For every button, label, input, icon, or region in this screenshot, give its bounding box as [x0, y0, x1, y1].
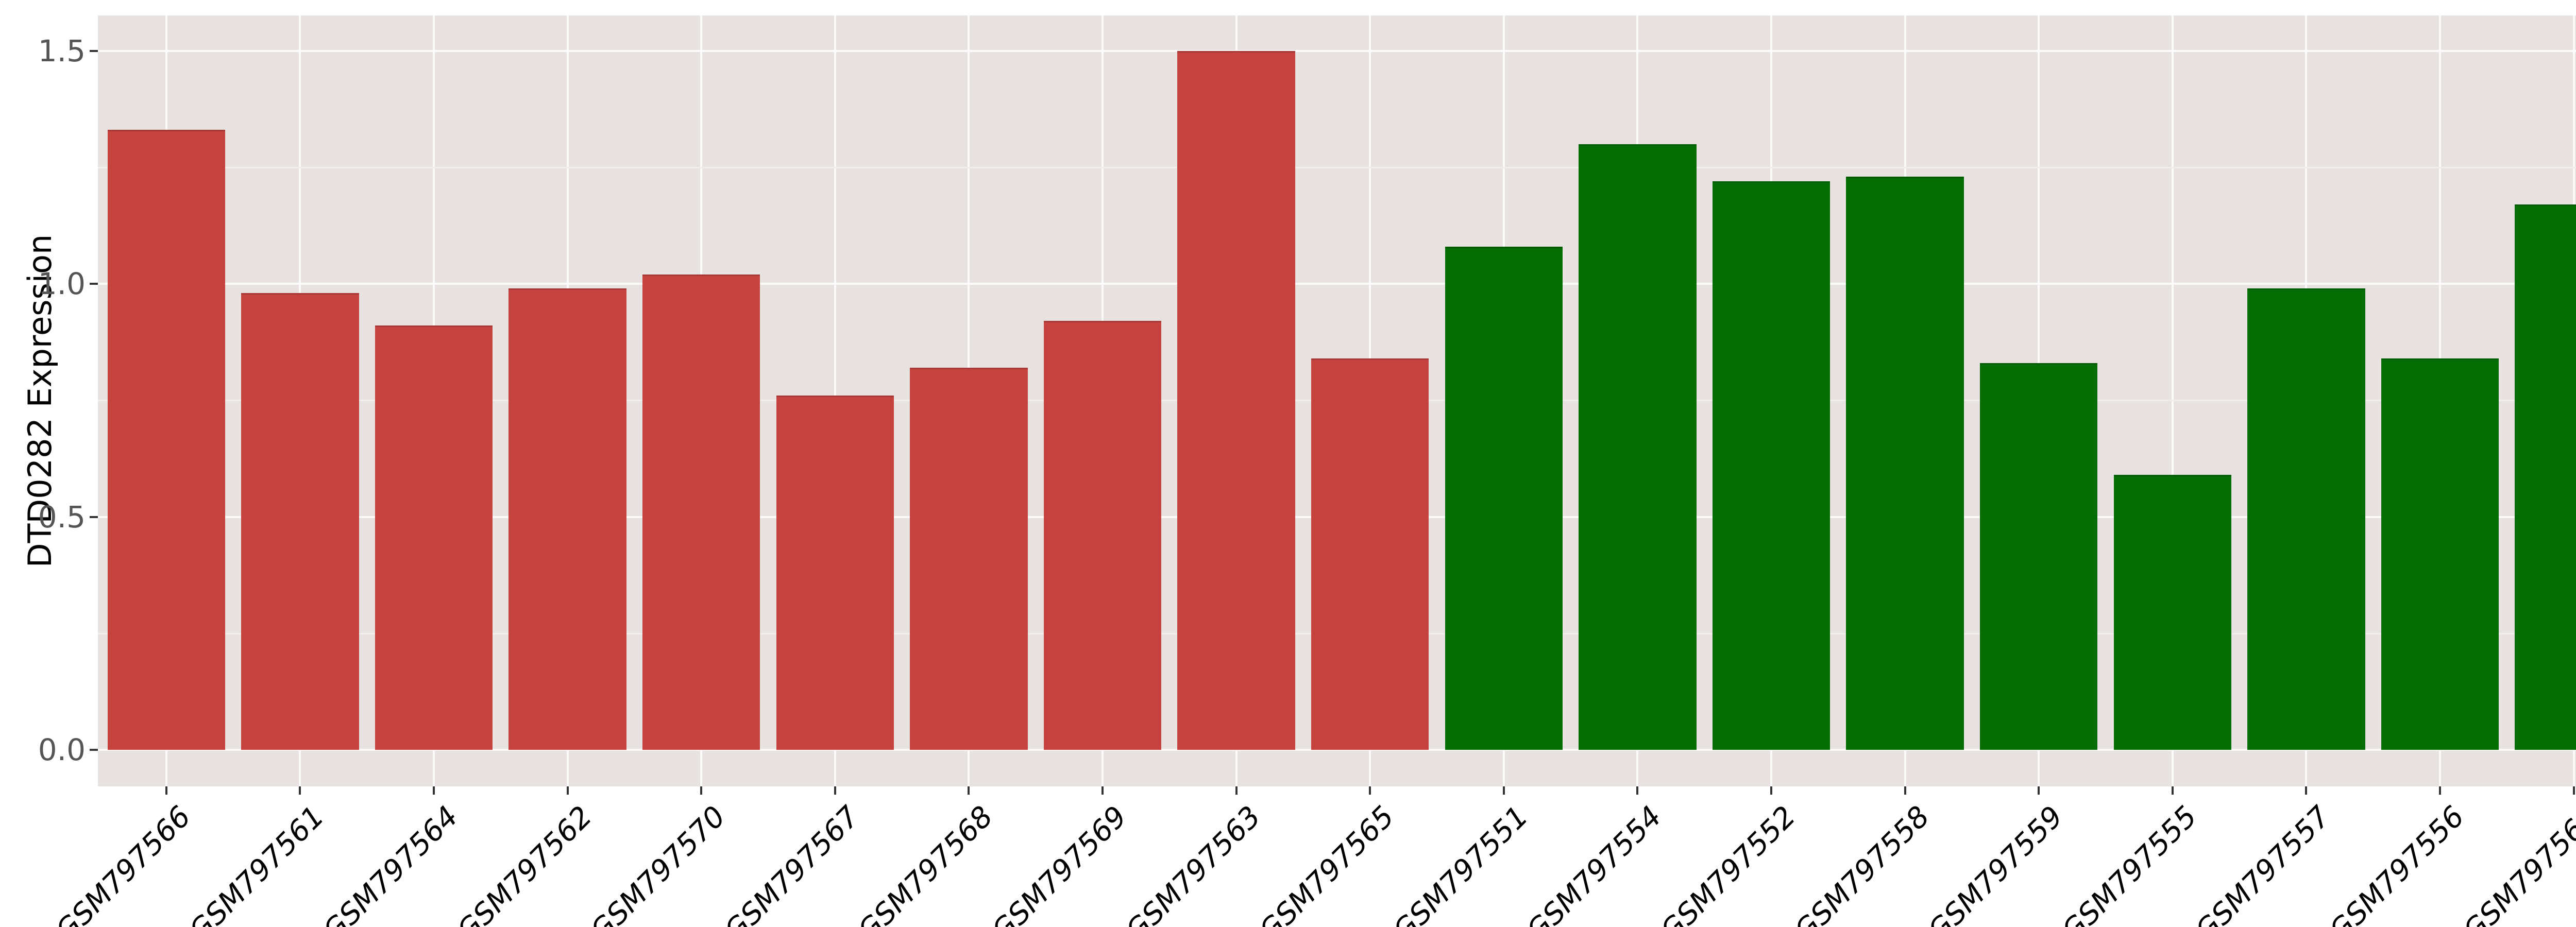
gridline-major — [98, 749, 2576, 751]
bar-GSM797562 — [509, 288, 626, 750]
x-tick-label: GSM797565 — [1253, 800, 1401, 927]
x-tick-label: GSM797552 — [1654, 800, 1802, 927]
y-tick-label: 1.0 — [38, 266, 86, 301]
y-tick-label: 1.5 — [38, 33, 86, 68]
x-tick-label: GSM797562 — [450, 800, 599, 927]
bar-GSM797569 — [1043, 321, 1162, 750]
x-tick-mark — [2305, 786, 2308, 795]
x-tick-mark — [2038, 786, 2040, 795]
x-tick-label: GSM797561 — [183, 800, 331, 927]
bar-GSM797567 — [776, 396, 894, 750]
x-tick-label: GSM797554 — [1520, 800, 1669, 927]
y-tick-mark — [90, 749, 98, 751]
bar-GSM797555 — [2113, 475, 2231, 750]
bar-GSM797563 — [1177, 50, 1295, 750]
bar-GSM797566 — [107, 130, 225, 750]
gridline-minor — [98, 166, 2576, 168]
x-tick-label: GSM797557 — [2189, 800, 2337, 927]
bar-GSM797560 — [2515, 204, 2576, 750]
bar-GSM797552 — [1712, 181, 1831, 750]
y-tick-label: 0.0 — [38, 732, 86, 767]
bar-GSM797554 — [1579, 144, 1697, 750]
bar-GSM797565 — [1311, 358, 1429, 750]
bar-GSM797557 — [2247, 288, 2365, 750]
x-tick-mark — [566, 786, 569, 795]
x-tick-mark — [2572, 786, 2575, 795]
x-tick-label: GSM797567 — [718, 800, 866, 927]
x-tick-label: GSM797563 — [1119, 800, 1267, 927]
x-tick-mark — [1770, 786, 1772, 795]
x-tick-mark — [1369, 786, 1371, 795]
bar-GSM797556 — [2381, 358, 2499, 750]
bar-GSM797568 — [910, 367, 1028, 750]
x-tick-label: GSM797555 — [2055, 800, 2204, 927]
x-tick-mark — [968, 786, 970, 795]
x-tick-mark — [1502, 786, 1505, 795]
x-tick-mark — [299, 786, 301, 795]
x-tick-label: GSM797566 — [49, 800, 197, 927]
x-tick-mark — [1904, 786, 1906, 795]
x-tick-label: GSM797569 — [985, 800, 1133, 927]
x-tick-label: GSM797570 — [584, 800, 733, 927]
plot-panel — [98, 15, 2576, 786]
bar-GSM797551 — [1445, 246, 1563, 750]
x-tick-label: GSM797564 — [316, 800, 465, 927]
x-tick-label: GSM797551 — [1386, 800, 1535, 927]
bar-GSM797559 — [1979, 363, 2098, 750]
y-tick-mark — [90, 283, 98, 285]
bar-GSM797558 — [1846, 176, 1964, 750]
gridline-major — [98, 283, 2576, 285]
x-tick-mark — [1101, 786, 1104, 795]
bar-GSM797570 — [642, 274, 760, 750]
x-tick-label: GSM797568 — [852, 800, 1000, 927]
x-tick-label: GSM797558 — [1788, 800, 1936, 927]
x-tick-mark — [433, 786, 435, 795]
x-tick-label: GSM797559 — [1922, 800, 2070, 927]
x-tick-label: GSM797556 — [2323, 800, 2471, 927]
x-tick-mark — [2439, 786, 2441, 795]
bar-GSM797564 — [375, 325, 493, 750]
y-tick-mark — [90, 516, 98, 518]
x-tick-mark — [2171, 786, 2174, 795]
y-tick-label: 0.5 — [38, 499, 86, 535]
y-tick-mark — [90, 49, 98, 52]
x-tick-mark — [1235, 786, 1238, 795]
x-tick-mark — [700, 786, 703, 795]
bar-GSM797561 — [241, 293, 359, 750]
x-tick-label: GSM797560 — [2456, 800, 2576, 927]
y-axis-title-box: DTD0282 Expression — [14, 15, 66, 786]
x-tick-mark — [165, 786, 167, 795]
x-tick-mark — [834, 786, 836, 795]
gridline-major — [98, 49, 2576, 52]
x-tick-mark — [1636, 786, 1639, 795]
